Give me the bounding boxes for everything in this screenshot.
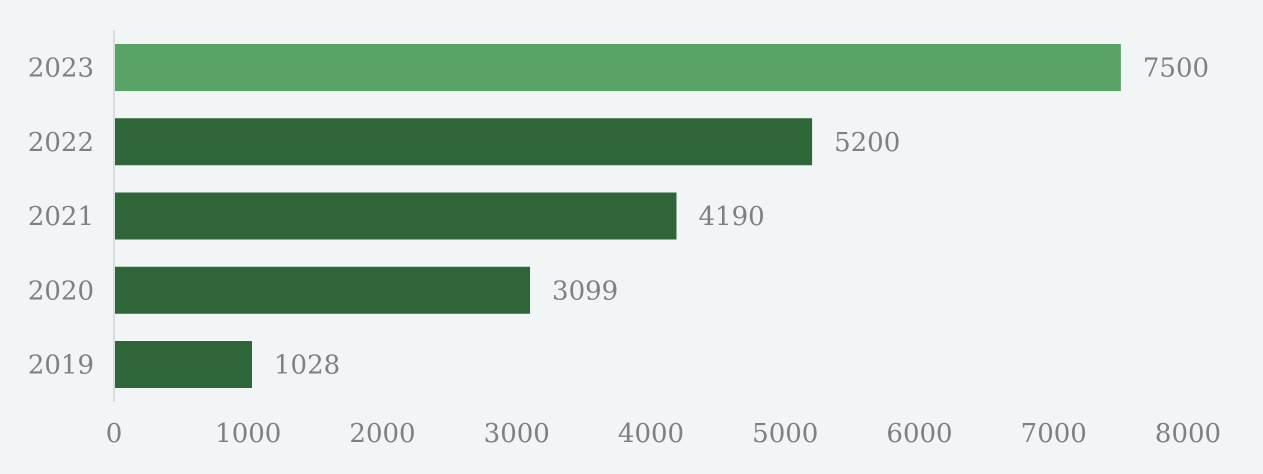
category-label-2021: 2021 bbox=[28, 202, 94, 232]
bar-2021 bbox=[114, 192, 677, 240]
value-labels-group: 7500 5200 4190 3099 1028 bbox=[274, 54, 1209, 381]
x-tick-label-8000: 8000 bbox=[1155, 419, 1221, 449]
x-tick-label-7000: 7000 bbox=[1021, 419, 1087, 449]
bar-2019 bbox=[114, 341, 253, 388]
category-label-2022: 2022 bbox=[28, 128, 94, 158]
x-tick-label-5000: 5000 bbox=[752, 419, 818, 449]
x-tick-label-6000: 6000 bbox=[886, 419, 952, 449]
category-label-2020: 2020 bbox=[28, 276, 94, 306]
category-label-2019: 2019 bbox=[28, 351, 94, 381]
category-labels-group: 2023 2022 2021 2020 2019 bbox=[28, 54, 94, 381]
value-label-2021: 4190 bbox=[699, 202, 765, 232]
bar-2020 bbox=[114, 266, 531, 314]
value-label-2019: 1028 bbox=[274, 351, 340, 381]
category-label-2023: 2023 bbox=[28, 54, 94, 84]
value-label-2023: 7500 bbox=[1143, 54, 1209, 84]
x-tick-label-4000: 4000 bbox=[618, 419, 684, 449]
value-label-2022: 5200 bbox=[834, 128, 900, 158]
x-axis-ticks-group: 0 1000 2000 3000 4000 5000 6000 7000 8000 bbox=[106, 419, 1221, 449]
x-tick-label-0: 0 bbox=[106, 419, 123, 449]
x-tick-label-2000: 2000 bbox=[349, 419, 415, 449]
bar-2023 bbox=[114, 44, 1121, 91]
x-tick-label-3000: 3000 bbox=[484, 419, 550, 449]
bars-group bbox=[114, 44, 1121, 388]
bar-2022 bbox=[114, 118, 813, 166]
value-label-2020: 3099 bbox=[552, 276, 618, 306]
x-tick-label-1000: 1000 bbox=[215, 419, 281, 449]
